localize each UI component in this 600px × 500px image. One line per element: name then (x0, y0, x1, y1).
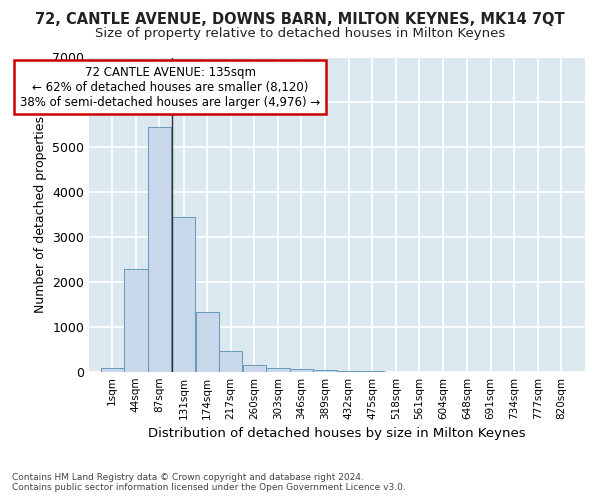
Text: 72, CANTLE AVENUE, DOWNS BARN, MILTON KEYNES, MK14 7QT: 72, CANTLE AVENUE, DOWNS BARN, MILTON KE… (35, 12, 565, 28)
Bar (196, 312, 219, 372)
Y-axis label: Number of detached properties: Number of detached properties (34, 116, 47, 313)
Bar (124, 270, 148, 372)
Bar (313, 370, 337, 372)
Bar (337, 371, 360, 372)
Bar (242, 364, 266, 372)
Bar (219, 350, 242, 372)
Bar (172, 218, 195, 372)
X-axis label: Distribution of detached houses by size in Milton Keynes: Distribution of detached houses by size … (148, 427, 526, 440)
Text: Contains HM Land Registry data © Crown copyright and database right 2024.
Contai: Contains HM Land Registry data © Crown c… (12, 473, 406, 492)
Bar (148, 127, 171, 372)
Text: Size of property relative to detached houses in Milton Keynes: Size of property relative to detached ho… (95, 28, 505, 40)
Bar (101, 368, 124, 372)
Text: 72 CANTLE AVENUE: 135sqm
← 62% of detached houses are smaller (8,120)
38% of sem: 72 CANTLE AVENUE: 135sqm ← 62% of detach… (20, 66, 320, 108)
Bar (266, 368, 290, 372)
Bar (290, 370, 313, 372)
